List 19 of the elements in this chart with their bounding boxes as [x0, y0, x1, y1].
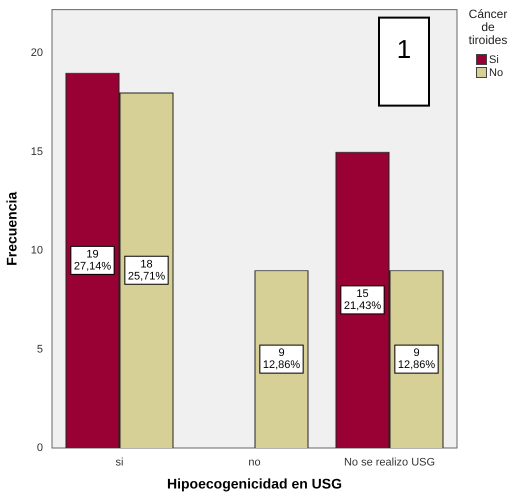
x-tick-label: no [248, 456, 261, 469]
data-label: 15 21,43% [344, 288, 382, 312]
y-tick-label: 15 [30, 146, 43, 158]
data-label: 19 27,14% [74, 248, 112, 272]
y-tick-label: 10 [30, 244, 43, 257]
y-tick-label: 5 [36, 343, 43, 356]
data-label: 9 12,86% [398, 347, 436, 372]
y-tick-label: 0 [36, 442, 43, 454]
y-axis-title: Frecuencia [3, 192, 20, 266]
x-tick-label: si [116, 456, 124, 469]
data-label: 18 25,71% [128, 258, 166, 282]
y-tick-label: 20 [30, 47, 43, 60]
x-tick-label: No se realizo USG [344, 456, 436, 469]
legend-label: No [489, 66, 504, 78]
annotation: 1 [396, 34, 412, 64]
legend-title: Cáncer de tiroides [468, 7, 508, 47]
x-axis-title: Hipoecogenicidad en USG [166, 475, 342, 492]
data-label: 9 12,86% [262, 347, 300, 372]
legend-label: Si [489, 54, 499, 66]
